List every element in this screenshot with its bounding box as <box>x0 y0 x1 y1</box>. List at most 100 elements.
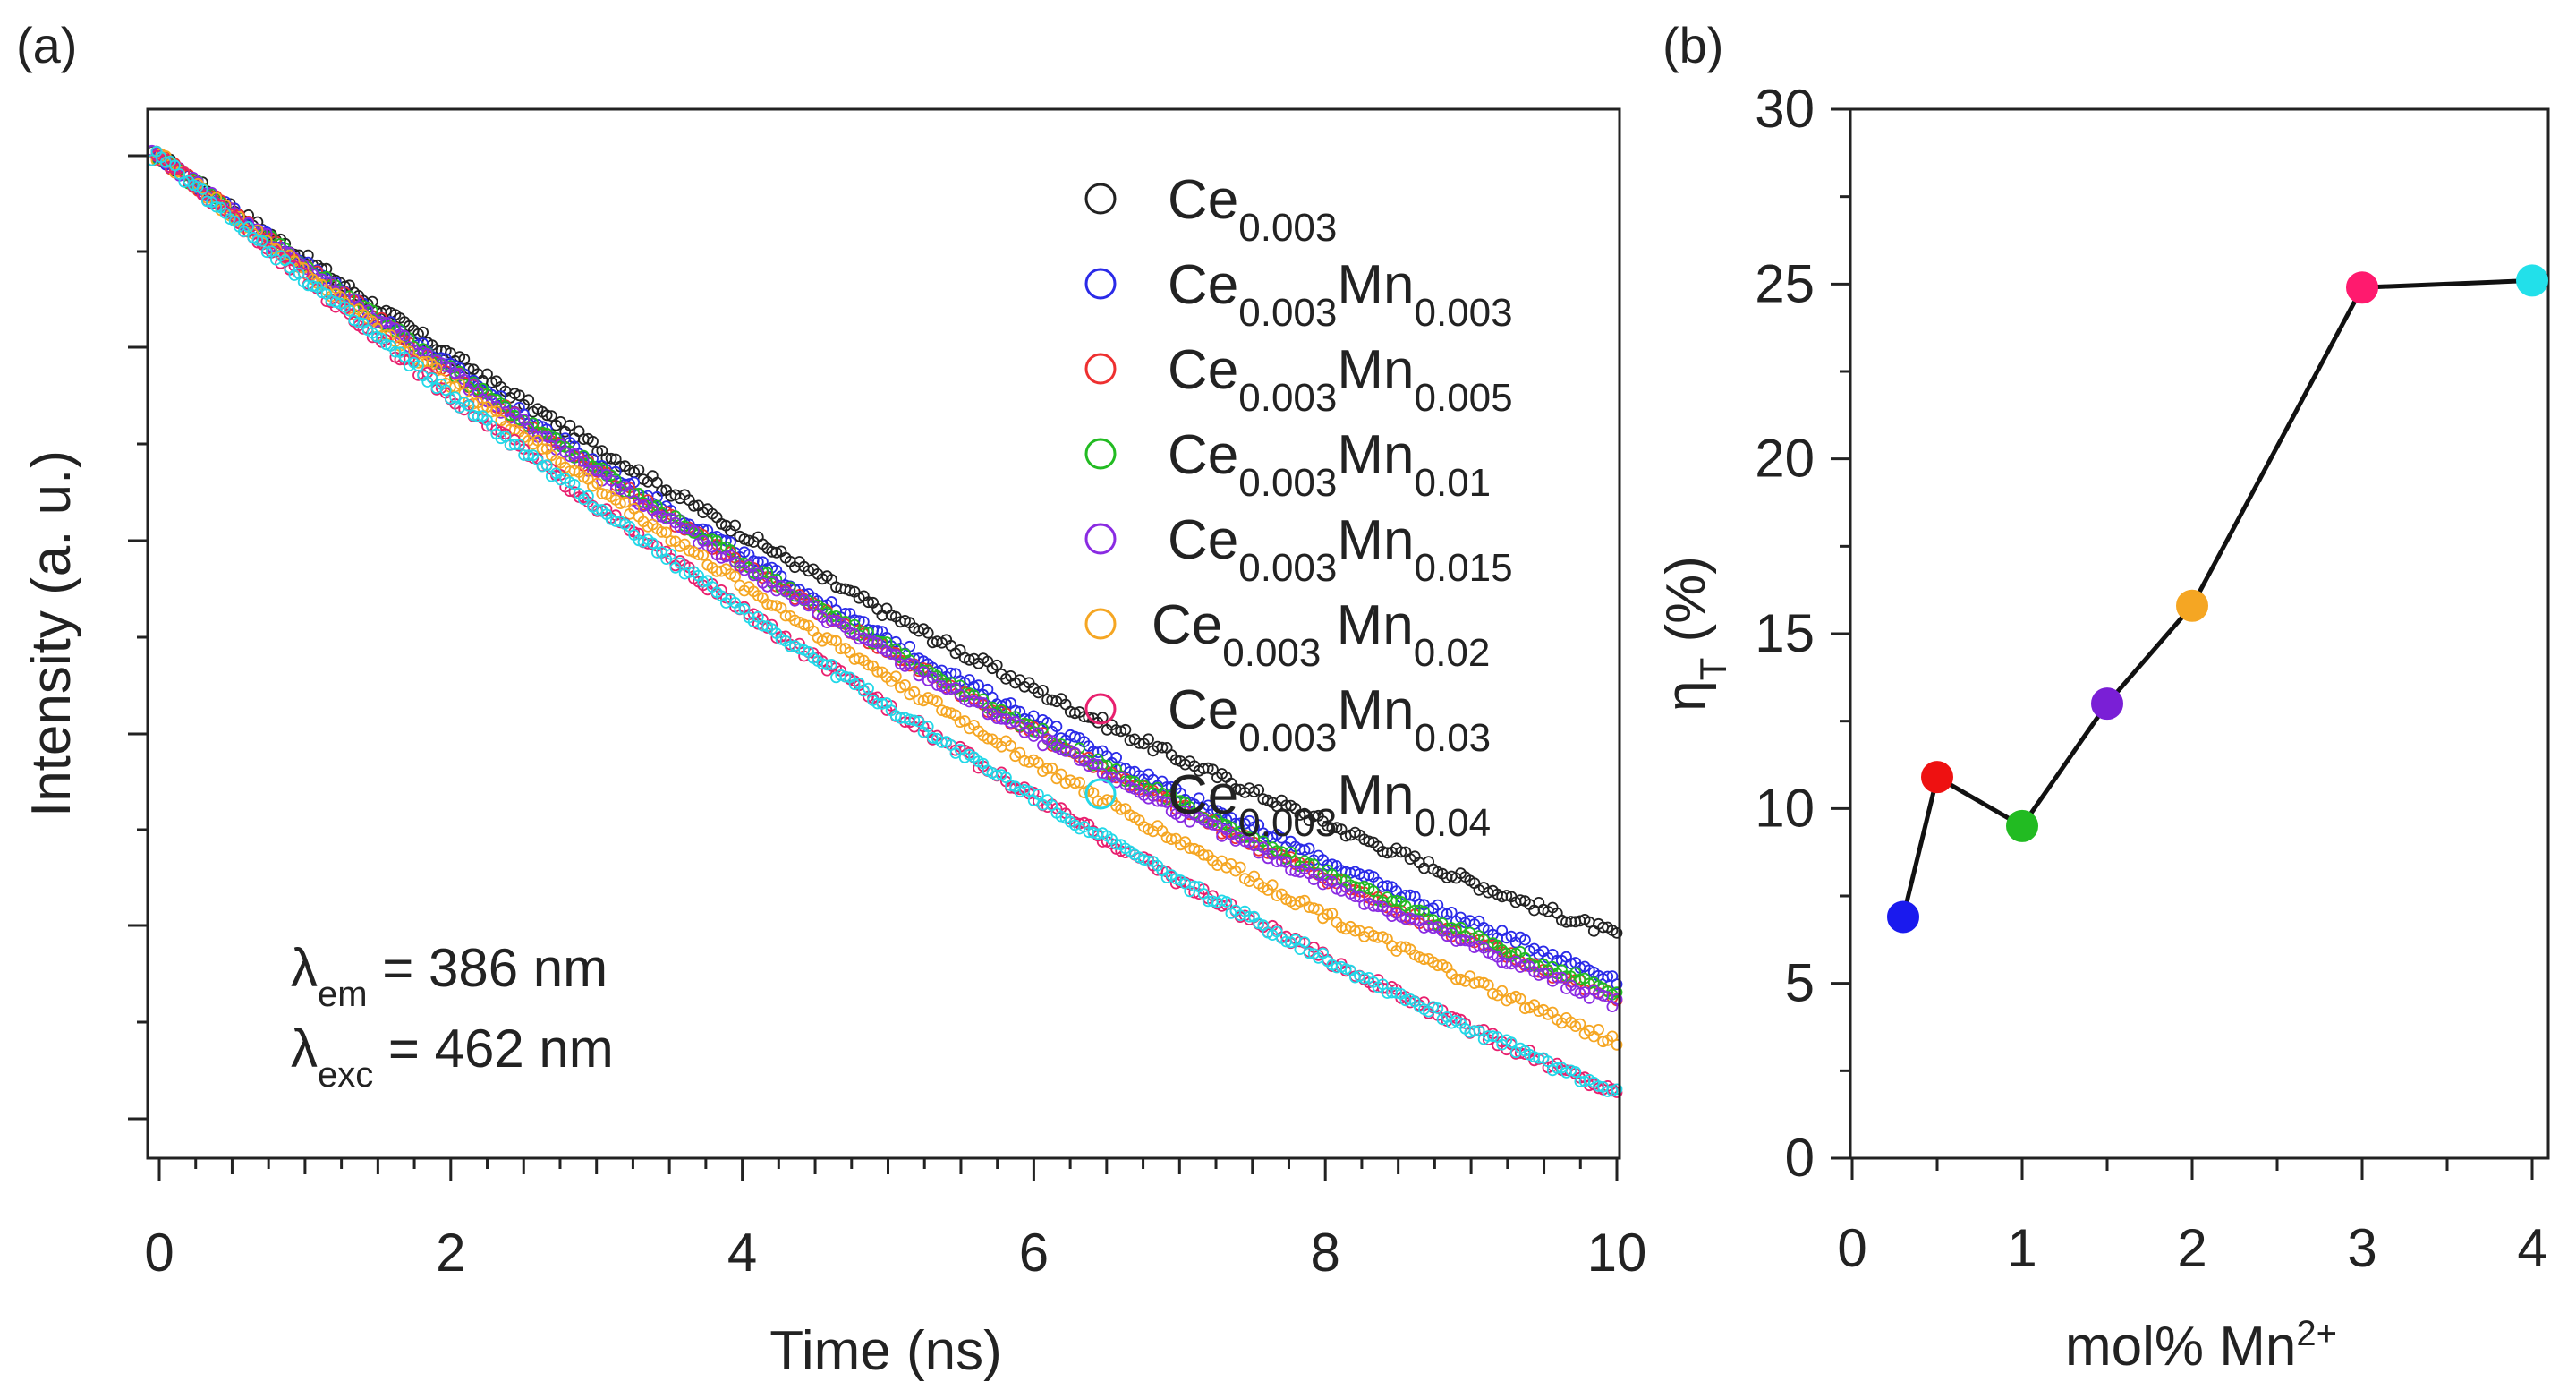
data-point <box>1160 797 1173 808</box>
data-point <box>545 410 557 422</box>
efficiency-point <box>2516 264 2548 297</box>
data-point <box>196 183 208 195</box>
data-point <box>743 559 755 571</box>
legend-label: Ce0.003 <box>1168 169 1337 250</box>
data-point <box>752 610 764 623</box>
data-point <box>646 537 659 550</box>
data-point <box>444 392 456 405</box>
data-point <box>481 368 493 380</box>
data-point <box>1376 978 1389 991</box>
data-point <box>1574 973 1586 985</box>
data-point <box>587 435 599 448</box>
data-point <box>889 648 902 661</box>
data-point <box>1266 879 1279 891</box>
data-point <box>720 550 732 563</box>
plot-b-axes: 0 5 10 15 20 25 30 0 1 2 3 4 <box>1755 79 2546 1278</box>
data-point <box>417 326 429 338</box>
data-point <box>701 540 714 552</box>
data-point <box>412 360 424 372</box>
data-point <box>839 670 852 683</box>
data-point <box>1382 847 1393 859</box>
data-point <box>1569 1066 1582 1078</box>
data-point <box>614 498 626 509</box>
data-point <box>889 670 902 683</box>
data-point <box>486 376 497 388</box>
data-point <box>499 431 512 443</box>
y-tick-label: 10 <box>1755 778 1815 838</box>
data-point <box>1165 833 1177 845</box>
data-point <box>293 267 305 279</box>
data-point <box>568 479 581 490</box>
data-point <box>477 401 489 414</box>
data-point <box>1074 776 1085 789</box>
legend-marker <box>1084 693 1117 725</box>
data-point <box>665 548 677 560</box>
data-point <box>523 394 535 406</box>
data-point <box>973 696 984 709</box>
data-point <box>1413 904 1425 917</box>
data-point <box>1382 880 1393 892</box>
data-point <box>1611 993 1623 1005</box>
data-point <box>904 658 916 669</box>
data-point <box>426 372 438 384</box>
data-point <box>660 526 673 539</box>
data-point <box>863 682 874 695</box>
x-tick-label: 4 <box>2517 1218 2546 1278</box>
data-point <box>1313 868 1324 881</box>
data-point <box>945 683 957 695</box>
data-point <box>564 419 576 431</box>
decay-curves <box>146 144 1623 1098</box>
data-point <box>1611 1083 1623 1096</box>
data-point <box>651 547 663 559</box>
y-tick-label: 20 <box>1755 429 1815 489</box>
data-point <box>973 679 984 692</box>
efficiency-point <box>2346 271 2378 304</box>
excitation-wavelength: λexc = 462 nm <box>291 1019 614 1095</box>
legend-marker <box>1084 523 1117 555</box>
data-point <box>1298 936 1311 948</box>
x-tick-label: 0 <box>144 1223 174 1283</box>
data-point <box>1501 932 1513 944</box>
legend-item: Ce0.003Mn0.005 <box>1084 339 1513 420</box>
legend-label: Ce0.003 Mn0.02 <box>1152 594 1490 675</box>
data-point <box>1519 934 1531 946</box>
data-point <box>779 610 792 622</box>
data-point <box>449 367 462 379</box>
data-point <box>926 731 939 744</box>
data-point <box>1303 842 1315 855</box>
data-point <box>1326 908 1339 919</box>
data-point <box>242 220 255 233</box>
data-point <box>1395 846 1407 858</box>
x-tick-label: 8 <box>1311 1223 1340 1283</box>
y-tick-label: 15 <box>1755 603 1815 663</box>
data-point <box>605 452 617 465</box>
data-point <box>1005 780 1016 791</box>
data-point <box>1551 972 1563 984</box>
data-point <box>899 679 911 691</box>
plot-b-xlabel: mol% Mn2+ <box>2065 1314 2337 1377</box>
data-point <box>210 200 223 213</box>
panel-b-label: (b) <box>1662 17 1723 73</box>
legend-label: Ce0.003Mn0.003 <box>1168 254 1513 335</box>
x-tick-label: 2 <box>2177 1218 2206 1278</box>
data-point <box>863 659 874 671</box>
data-point <box>820 659 833 671</box>
data-point <box>1303 947 1315 959</box>
legend-label: Ce0.003Mn0.04 <box>1168 764 1491 845</box>
data-point <box>665 535 677 547</box>
data-point <box>619 496 631 508</box>
data-point <box>1537 968 1550 979</box>
data-point <box>1606 1030 1619 1043</box>
data-point <box>536 443 548 455</box>
data-point <box>605 474 617 487</box>
data-point <box>1459 934 1471 947</box>
data-point <box>344 304 355 317</box>
data-point <box>508 439 521 451</box>
data-point <box>683 544 695 557</box>
data-point <box>398 329 411 342</box>
plot-a-frame <box>146 107 1621 1160</box>
data-point <box>885 648 897 660</box>
data-point <box>329 296 342 309</box>
data-point <box>908 659 921 671</box>
